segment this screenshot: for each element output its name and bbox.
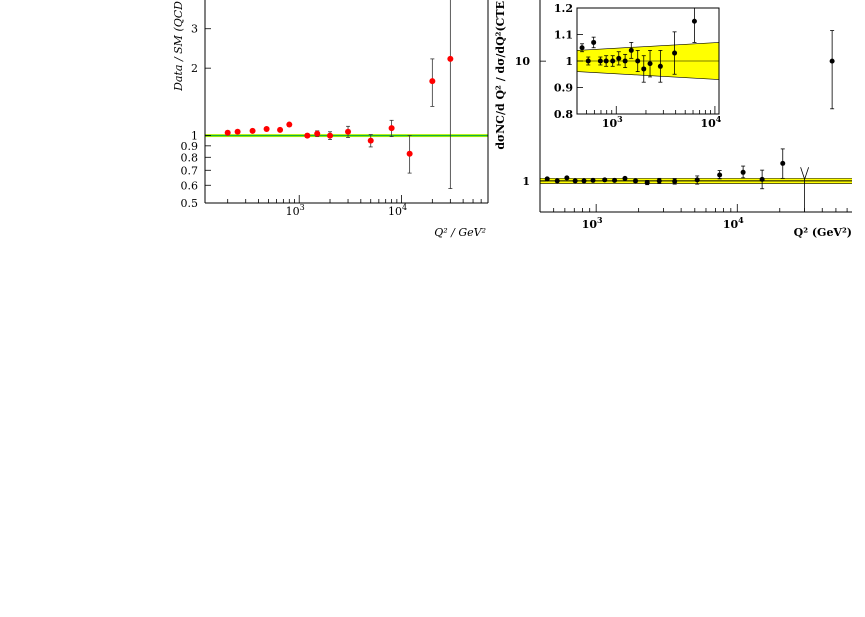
right-y-axis-label: dσNC/d Q² / dσ/dQ²(CTE (494, 1, 507, 150)
y-tick-label: 3 (191, 23, 198, 36)
y-tick-label: 1 (191, 130, 198, 143)
data-point (612, 177, 618, 183)
y-tick-label: 1 (522, 175, 530, 188)
y-tick-label: 1 (565, 55, 573, 68)
data-point (603, 58, 609, 64)
data-point (694, 177, 700, 183)
data-point (367, 137, 374, 144)
inset-x-ticks: 103 104 (576, 106, 722, 130)
left-sm-band (205, 134, 488, 138)
data-point (740, 169, 746, 175)
data-point (345, 128, 352, 135)
data-point (249, 127, 256, 134)
y-tick-label: 0.6 (181, 179, 199, 192)
data-point (286, 121, 293, 128)
data-point (585, 58, 591, 64)
data-point (622, 58, 628, 64)
inset-panel: 0.8 0.9 1 1.1 1.2 103 104 (554, 2, 722, 130)
data-point (672, 50, 678, 56)
x-tick-label: 103 (286, 203, 305, 218)
data-point (234, 128, 241, 135)
data-point (647, 61, 653, 67)
x-tick-label: 103 (602, 114, 623, 130)
left-x-axis-label: Q² / GeV² (434, 226, 486, 239)
data-point (304, 132, 311, 139)
right-y-ticks: 1 10 (515, 55, 546, 188)
data-point (597, 58, 603, 64)
y-tick-label: 1.1 (554, 29, 573, 42)
data-point (224, 129, 231, 136)
left-y-ticks: 0.5 0.6 0.70.80.91 2 3 (181, 23, 211, 210)
y-tick-label: 0.9 (554, 82, 573, 95)
data-point (780, 160, 786, 166)
data-point (691, 18, 697, 24)
data-point (554, 178, 560, 184)
x-tick-label: 104 (388, 203, 407, 218)
x-tick-label: 104 (700, 114, 721, 130)
data-point (572, 178, 578, 184)
data-point (632, 178, 638, 184)
upper-limit-arrow (800, 167, 809, 181)
data-point (829, 58, 835, 64)
data-point (579, 45, 585, 51)
y-tick-label: 0.7 (181, 164, 199, 177)
right-panel: 1 10 103 104 dσNC/d Q² / dσ/dQ²(CTE Q² (Ge… (494, 0, 852, 239)
data-point (610, 58, 616, 64)
right-x-ticks: 103 104 (539, 204, 848, 231)
y-tick-label: 0.5 (181, 197, 199, 210)
y-tick-label: 0.8 (554, 108, 573, 121)
data-point (622, 175, 628, 181)
y-tick-label: 0.8 (181, 151, 199, 164)
right-x-axis-label: Q² (GeV²) (794, 226, 852, 239)
y-tick-label: 1.2 (554, 2, 573, 15)
data-point (388, 125, 395, 132)
x-tick-label: 104 (723, 215, 744, 231)
inset-data-marks (579, 7, 697, 83)
right-data-marks (544, 30, 835, 212)
data-point (616, 55, 622, 61)
y-tick-label: 10 (515, 55, 531, 68)
data-point (263, 126, 270, 133)
data-point (717, 172, 723, 178)
data-point (641, 66, 647, 72)
data-point (759, 176, 765, 182)
x-tick-label: 103 (582, 215, 603, 231)
data-point (277, 126, 284, 133)
data-point (635, 58, 641, 64)
data-point (406, 150, 413, 157)
data-point (656, 178, 662, 184)
data-point (429, 78, 436, 85)
y-tick-label: 2 (191, 62, 198, 75)
data-point (564, 175, 570, 181)
data-point (657, 63, 663, 69)
data-point (672, 178, 678, 184)
data-point (544, 176, 550, 182)
data-point (590, 177, 596, 183)
inset-y-ticks: 0.8 0.9 1 1.1 1.2 (554, 2, 583, 121)
data-point (602, 177, 608, 183)
data-point (644, 179, 650, 185)
data-point (327, 132, 334, 139)
left-data-marks (224, 0, 454, 189)
data-point (591, 39, 597, 45)
data-point (581, 178, 587, 184)
left-x-ticks: 103 104 (227, 195, 489, 218)
data-point (628, 47, 634, 53)
data-point (314, 130, 321, 137)
y-tick-label: 0.9 (181, 140, 199, 153)
left-panel: 0.5 0.6 0.70.80.91 2 3 103 104 Data / SM (QCD… (172, 0, 489, 239)
left-y-axis-label: Data / SM (QCD (172, 1, 185, 92)
data-point (447, 55, 454, 62)
